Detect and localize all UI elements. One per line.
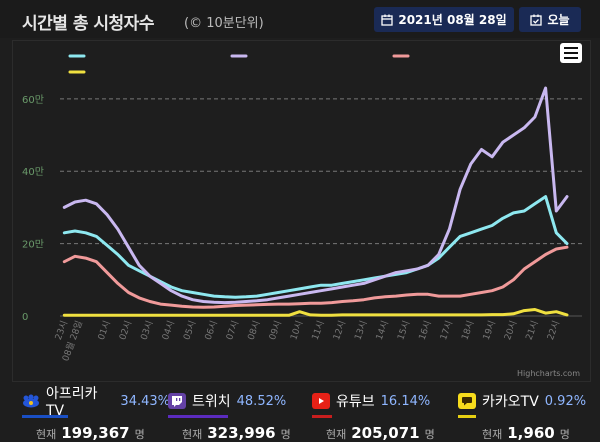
x-tick-label: 15시 [395, 319, 412, 341]
count-label: 현재 [182, 428, 203, 441]
page-subtitle: (© 10분단위) [184, 16, 264, 31]
viewer-count: 1,960 [507, 424, 555, 442]
page-header: 시간별 총 시청자수 (© 10분단위) 2021년 08월 28일 오늘 [0, 0, 600, 38]
x-tick-label: 13시 [353, 319, 370, 341]
x-tick-label: 06시 [203, 319, 220, 341]
share-bar [458, 415, 476, 418]
share-bar [22, 415, 68, 418]
x-tick-label: 14시 [374, 319, 391, 341]
x-tick-label: 22시 [545, 319, 562, 341]
x-tick-label: 05시 [181, 319, 198, 341]
x-tick-label: 03시 [139, 319, 156, 341]
y-tick-label: 40만 [22, 166, 44, 178]
platform-name: 아프리카TV [46, 386, 98, 419]
platform-youtube[interactable]: 유튜브 16.14% 현재 205,071 명 [312, 390, 452, 442]
kakaotv-logo-icon [458, 393, 476, 409]
count-unit: 명 [559, 428, 570, 441]
platform-name: 카카오TV [482, 394, 539, 410]
share-bar [168, 415, 228, 418]
x-tick-label: 04시 [160, 319, 177, 341]
platform-name: 트위치 [192, 394, 231, 410]
count-label: 현재 [36, 428, 57, 441]
x-tick-label: 17시 [438, 319, 455, 341]
chart-watermark: Highcharts.com [517, 369, 580, 378]
count-unit: 명 [134, 428, 145, 441]
viewer-count: 323,996 [207, 424, 276, 442]
x-tick-label: 12시 [331, 319, 348, 341]
chart-menu-button[interactable] [560, 43, 582, 63]
twitch-logo-icon [168, 393, 186, 409]
date-label: 2021년 08월 28일 [398, 13, 507, 27]
series-line-3 [62, 308, 569, 317]
share-bar [312, 415, 332, 418]
series-line-0 [62, 195, 569, 299]
platform-share: 48.52% [236, 393, 287, 409]
count-unit: 명 [424, 428, 435, 441]
platform-name: 유튜브 [336, 394, 375, 410]
calendar-check-icon [530, 14, 543, 26]
x-tick-label: 21시 [524, 319, 541, 341]
platform-twitch[interactable]: 트위치 48.52% 현재 323,996 명 [168, 390, 308, 442]
y-tick-label: 60만 [22, 94, 44, 106]
platform-share: 16.14% [380, 393, 431, 409]
platform-afreeca[interactable]: 아프리카TV 34.43% 현재 199,367 명 [22, 386, 170, 442]
x-tick-label: 20시 [502, 319, 519, 341]
x-tick-label: 23시 [53, 319, 70, 341]
page-title: 시간별 총 시청자수 [22, 14, 154, 34]
youtube-logo-icon [312, 393, 330, 409]
y-tick-label: 0 [22, 312, 28, 323]
viewer-count: 199,367 [61, 424, 130, 442]
series-line-1 [62, 86, 569, 305]
series-line-2 [62, 245, 569, 309]
x-tick-label: 10시 [288, 319, 305, 341]
platform-share: 34.43% [120, 393, 170, 409]
x-tick-label: 07시 [224, 319, 241, 341]
x-tick-label: 02시 [117, 319, 134, 341]
count-label: 현재 [326, 428, 347, 441]
today-button[interactable]: 오늘 [519, 7, 581, 32]
today-label: 오늘 [547, 13, 570, 27]
x-tick-label: 18시 [459, 319, 476, 341]
date-picker-button[interactable]: 2021년 08월 28일 [374, 7, 514, 32]
calendar-icon [381, 14, 394, 26]
count-label: 현재 [482, 428, 503, 441]
platform-summary: 아프리카TV 34.43% 현재 199,367 명 트위치 48.52% 현재 [0, 384, 600, 442]
x-tick-label: 09시 [267, 319, 284, 341]
x-tick-label: 16시 [417, 319, 434, 341]
count-unit: 명 [280, 428, 291, 441]
x-tick-label: 11시 [310, 319, 327, 341]
viewer-count: 205,071 [351, 424, 420, 442]
y-tick-label: 20만 [22, 239, 44, 251]
x-tick-label: 08시 [246, 319, 263, 341]
chart-panel [12, 40, 591, 382]
platform-kakaotv[interactable]: 카카오TV 0.92% 현재 1,960 명 [458, 390, 598, 442]
afreeca-logo-icon [22, 393, 40, 409]
x-tick-label: 19시 [481, 319, 498, 341]
x-tick-label: 01시 [96, 319, 113, 341]
platform-share: 0.92% [544, 393, 587, 409]
hamburger-icon [564, 47, 578, 49]
